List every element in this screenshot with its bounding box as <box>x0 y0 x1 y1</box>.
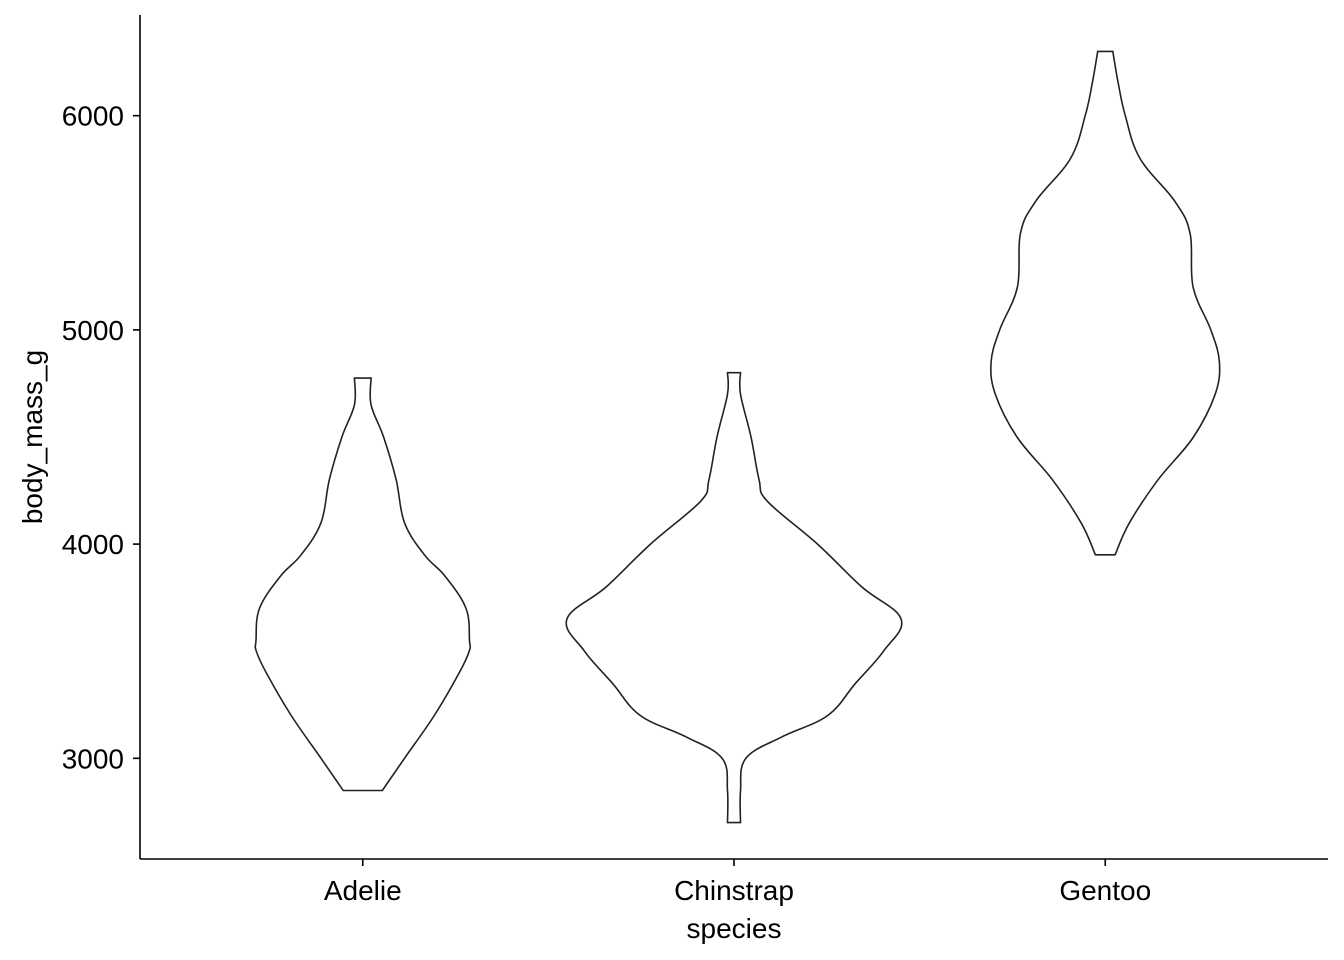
y-tick-label: 6000 <box>62 101 124 132</box>
x-axis-title: species <box>687 913 782 944</box>
violin-gentoo <box>990 50 1221 556</box>
y-axis-ticks: 3000 4000 5000 6000 <box>62 101 140 774</box>
y-tick-label: 3000 <box>62 743 124 774</box>
x-tick-label-chinstrap: Chinstrap <box>674 875 794 906</box>
x-tick-label-gentoo: Gentoo <box>1059 875 1151 906</box>
violin-chinstrap <box>565 371 903 824</box>
x-axis-ticks: Adelie Chinstrap Gentoo <box>324 859 1151 906</box>
x-tick-label-adelie: Adelie <box>324 875 402 906</box>
y-tick-label: 5000 <box>62 315 124 346</box>
violin-group <box>254 50 1221 824</box>
violin-adelie <box>254 377 472 792</box>
y-tick-label: 4000 <box>62 529 124 560</box>
y-axis-title: body_mass_g <box>17 350 48 524</box>
